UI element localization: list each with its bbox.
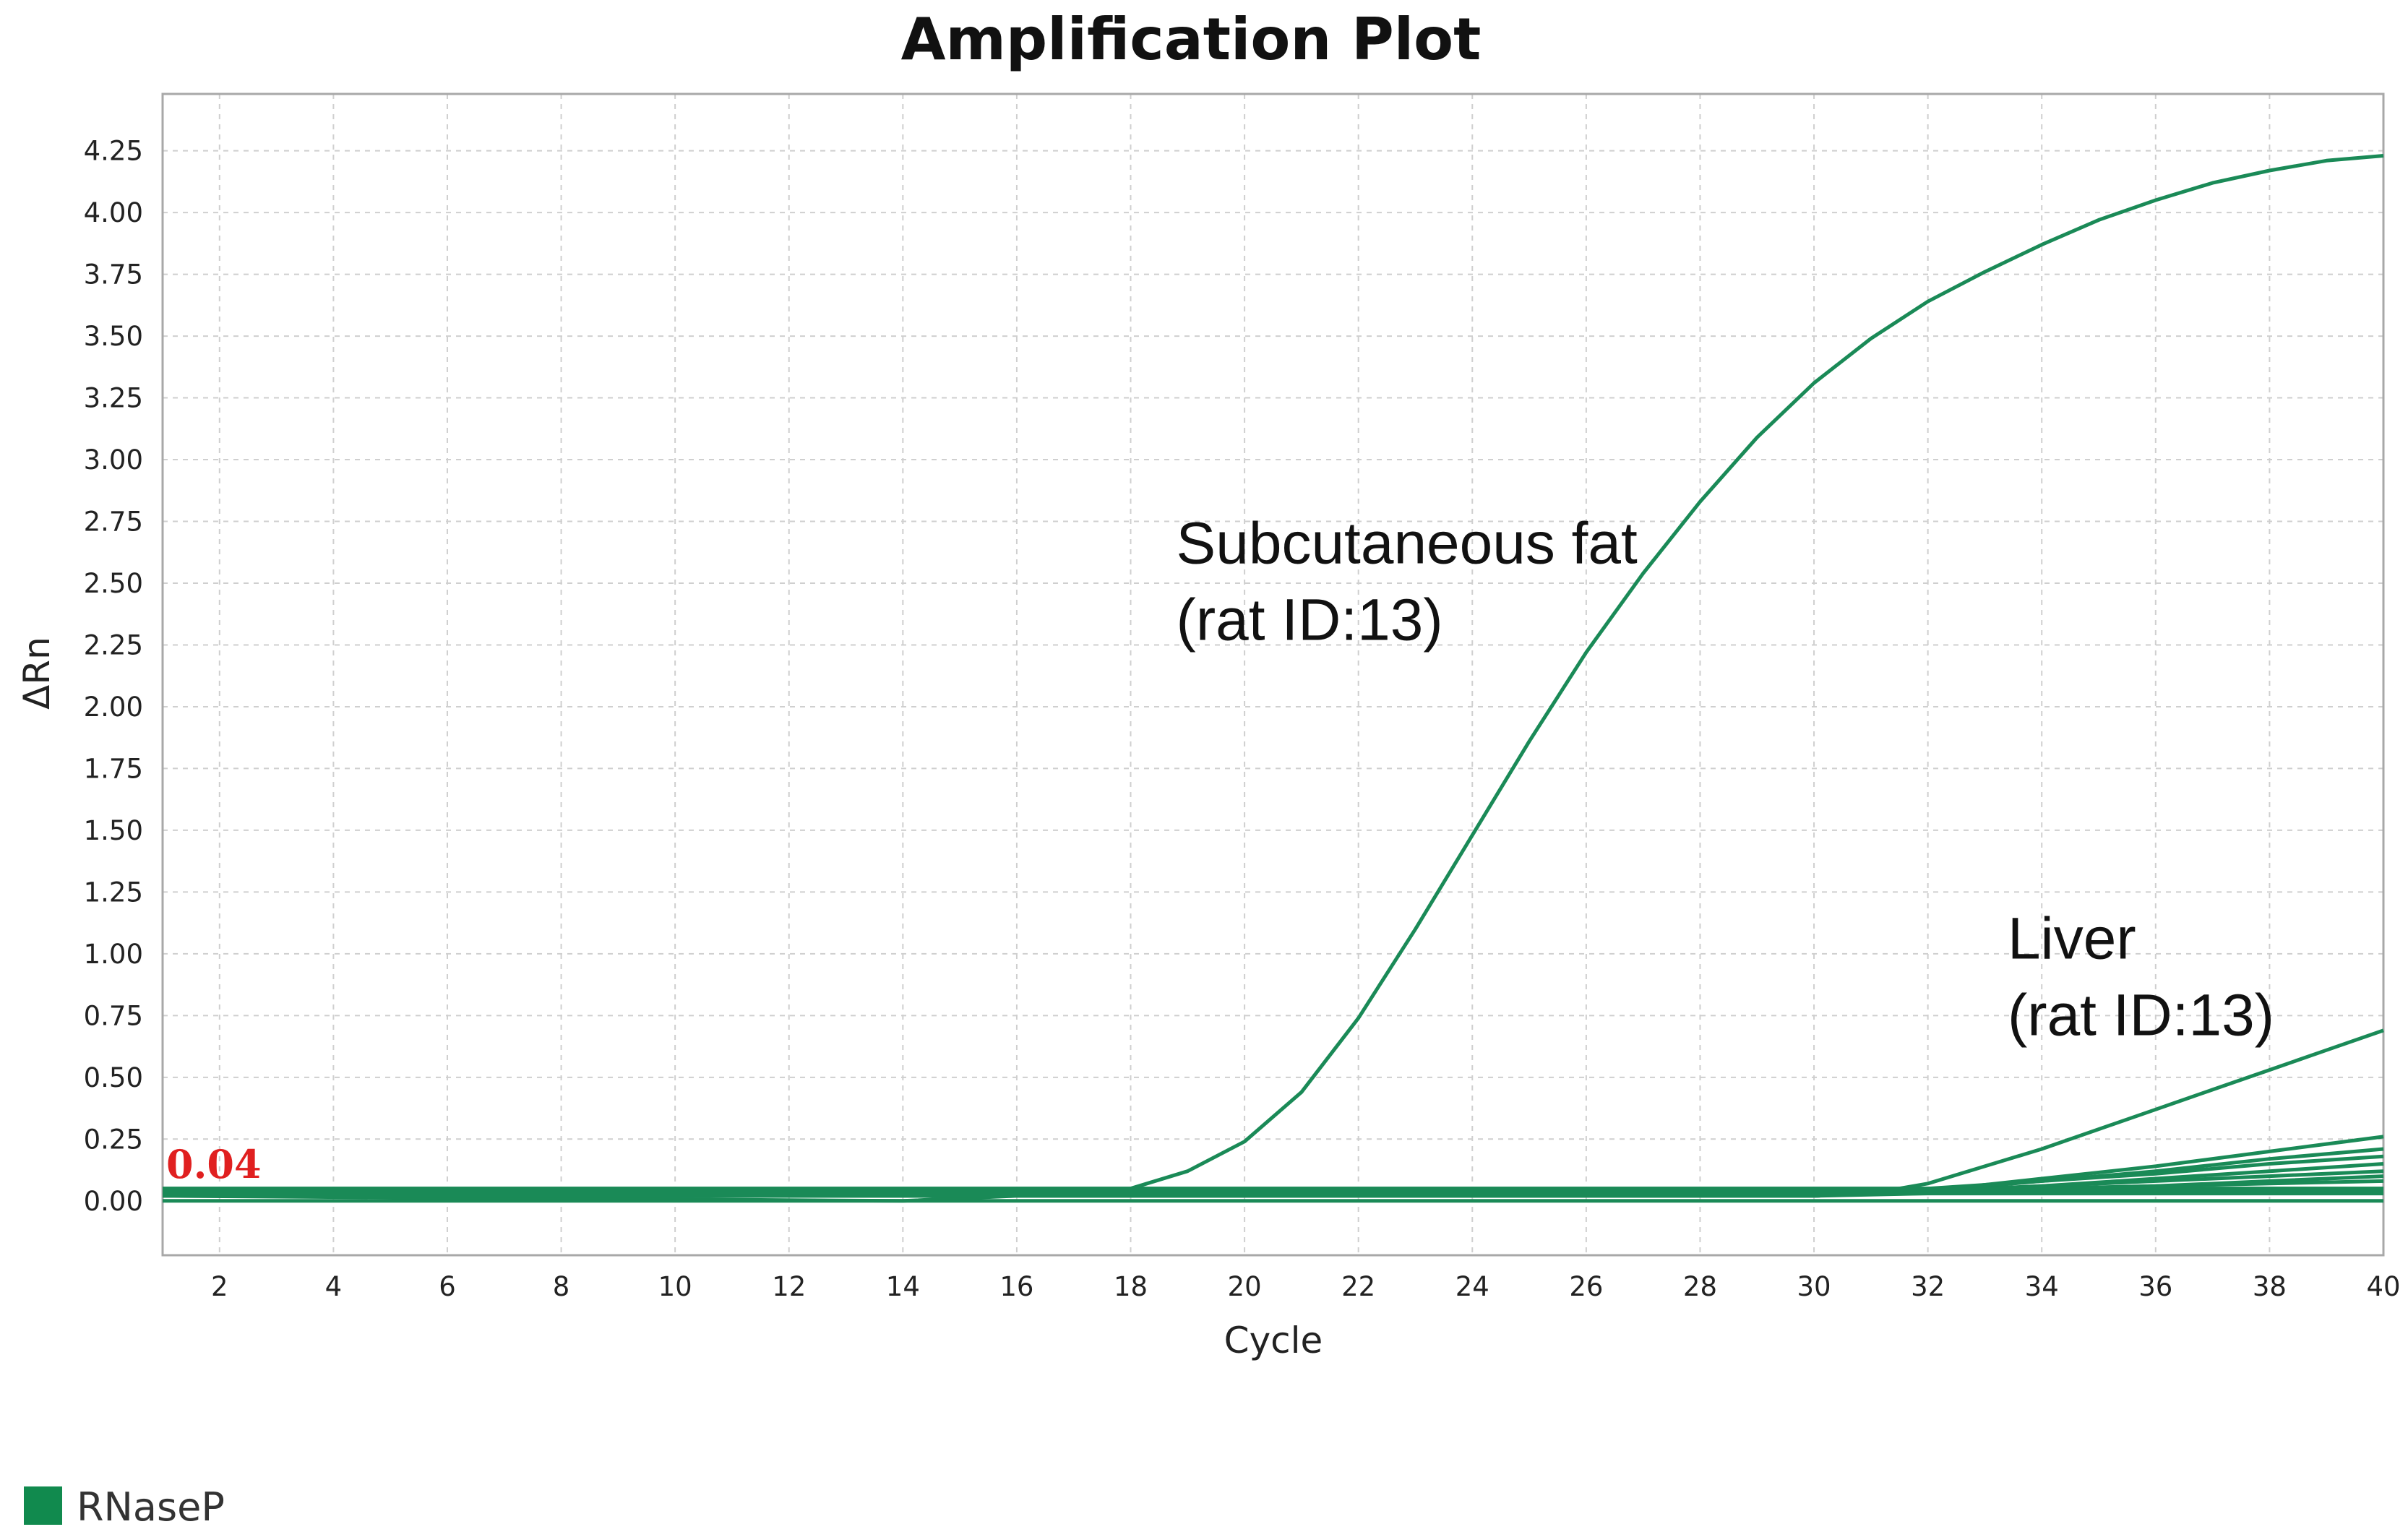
y-tick-label: 2.75 (84, 507, 143, 538)
x-tick-label: 40 (2366, 1271, 2400, 1302)
y-tick-labels: 0.00 0.25 0.50 0.75 1.00 1.25 1.50 1.75 2.00 2.25… (84, 136, 143, 1217)
x-tick-label: 26 (1569, 1271, 1603, 1302)
y-tick-label: 4.25 (84, 136, 143, 167)
x-tick-label: 12 (772, 1271, 806, 1302)
x-tick-label: 14 (886, 1271, 920, 1302)
y-tick-label: 2.00 (84, 692, 143, 723)
annotations: Subcutaneous fat (rat ID:13) Liver (rat ID:… (1177, 511, 2274, 1049)
x-tick-label: 6 (439, 1271, 456, 1302)
y-tick-label: 1.25 (84, 877, 143, 908)
annotation-text-2: Liver (2008, 906, 2136, 972)
x-tick-label: 24 (1455, 1271, 1489, 1302)
x-tick-label: 36 (2138, 1271, 2172, 1302)
x-tick-label: 30 (1797, 1271, 1831, 1302)
x-tick-label: 18 (1114, 1271, 1148, 1302)
x-tick-label: 10 (658, 1271, 692, 1302)
x-tick-label: 16 (999, 1271, 1033, 1302)
annotation-text-2: (rat ID:13) (2008, 983, 2274, 1049)
amplification-curve-2 (162, 1028, 2384, 1198)
y-tick-label: 3.25 (84, 383, 143, 414)
y-tick-label: 0.25 (84, 1124, 143, 1155)
chart-title: Amplification Plot (901, 6, 1482, 73)
amplification-curve-1 (162, 154, 2384, 1203)
legend-swatch-rnasep (24, 1486, 62, 1525)
x-tick-label: 32 (1911, 1271, 1945, 1302)
x-tick-label: 22 (1341, 1271, 1375, 1302)
y-tick-label: 1.00 (84, 939, 143, 970)
y-tick-label: 3.75 (84, 259, 143, 291)
y-tick-label: 2.25 (84, 629, 143, 660)
y-tick-label: 0.00 (84, 1186, 143, 1217)
y-tick-label: 1.75 (84, 753, 143, 784)
y-axis-label: ΔRn (16, 637, 58, 710)
y-tick-label: 3.50 (84, 321, 143, 352)
y-tick-label: 0.50 (84, 1062, 143, 1093)
y-tick-label: 0.75 (84, 1000, 143, 1031)
y-tick-label: 4.00 (84, 197, 143, 228)
x-tick-label: 8 (553, 1271, 570, 1302)
x-tick-label: 38 (2253, 1271, 2287, 1302)
x-tick-label: 2 (211, 1271, 228, 1302)
y-tick-label: 2.50 (84, 568, 143, 599)
x-tick-label: 28 (1683, 1271, 1717, 1302)
x-tick-label: 20 (1228, 1271, 1262, 1302)
legend-label-rnasep: RNaseP (77, 1484, 225, 1530)
legend[interactable]: RNaseP (24, 1484, 225, 1530)
x-tick-labels: 2 4 6 8 10 12 14 16 18 20 22 24 26 28 30 32 34 36 38 40 (211, 1271, 2401, 1302)
threshold-label: 0.04 (166, 1141, 262, 1187)
x-tick-label: 34 (2025, 1271, 2059, 1302)
grid (163, 94, 2384, 1255)
plot-area (161, 92, 2385, 1257)
x-tick-label: 4 (325, 1271, 343, 1302)
y-tick-label: 1.50 (84, 815, 143, 846)
annotation-text-1: Subcutaneous fat (1177, 511, 1638, 577)
annotation-text-1: (rat ID:13) (1177, 588, 1443, 653)
x-axis-label: Cycle (1224, 1320, 1323, 1361)
y-tick-label: 3.00 (84, 444, 143, 475)
